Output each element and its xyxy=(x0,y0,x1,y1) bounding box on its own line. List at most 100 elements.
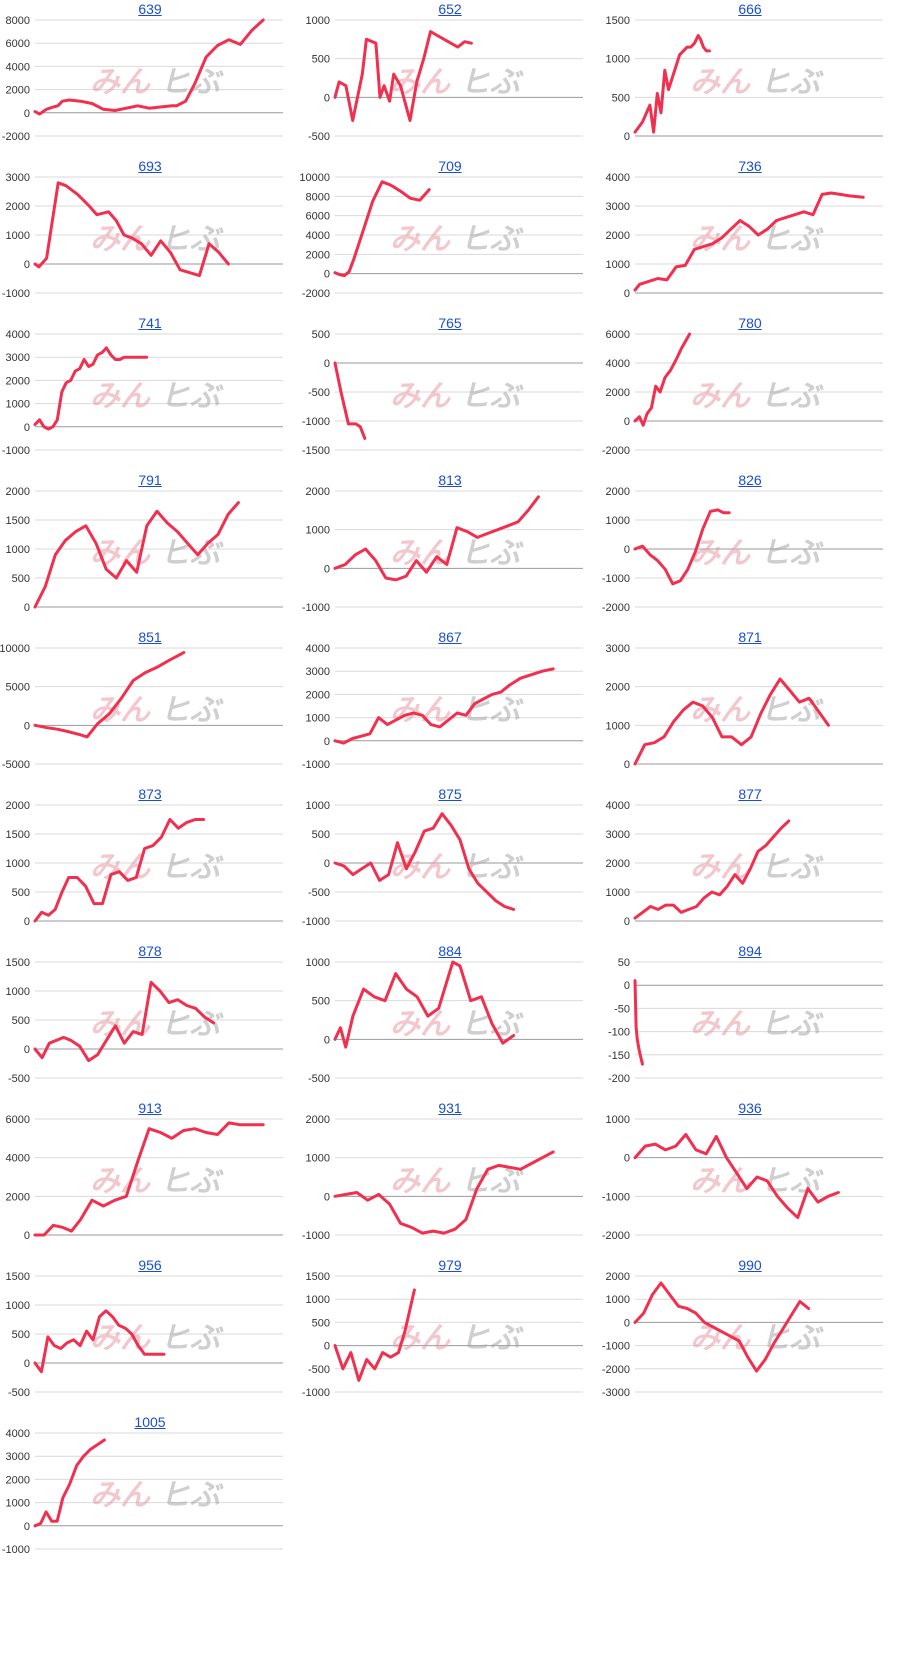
watermark-logo: みん ヒぶ xyxy=(90,65,224,100)
watermark-logo: みん ヒぶ xyxy=(690,379,824,414)
y-tick-label: -1000 xyxy=(302,1387,330,1399)
watermark-logo: みん ヒぶ xyxy=(90,1007,224,1042)
chart-title-link[interactable]: 826 xyxy=(738,472,762,488)
chart-title-link[interactable]: 878 xyxy=(138,943,162,959)
y-tick-label: 4000 xyxy=(606,172,630,184)
y-tick-label: -100 xyxy=(608,1027,630,1039)
chart-title-link[interactable]: 884 xyxy=(438,943,462,959)
chart-title-link[interactable]: 894 xyxy=(738,943,762,959)
y-tick-label: 2000 xyxy=(306,1114,330,1126)
chart-title-link[interactable]: 936 xyxy=(738,1100,762,1116)
y-tick-label: 1500 xyxy=(6,1271,30,1283)
chart-panel-736: 736 4000 3000 2000 1000 0 みん ヒぶ xyxy=(600,157,900,323)
watermark-text: みん xyxy=(90,1478,151,1513)
y-tick-label: 500 xyxy=(612,92,630,104)
y-tick-label: 8000 xyxy=(306,191,330,203)
chart-title-link[interactable]: 913 xyxy=(138,1100,162,1116)
y-tick-label: 3000 xyxy=(606,643,630,655)
chart-title-link[interactable]: 931 xyxy=(438,1100,462,1116)
watermark-text: ヒぶ xyxy=(160,1321,224,1356)
y-tick-label: 8000 xyxy=(6,15,30,27)
y-tick-label: -2000 xyxy=(302,288,330,300)
y-tick-label: 500 xyxy=(312,996,330,1008)
chart-title-link[interactable]: 979 xyxy=(438,1257,462,1273)
watermark-text: ヒぶ xyxy=(160,65,224,100)
series-line xyxy=(33,980,216,1063)
watermark-logo: みん ヒぶ xyxy=(690,65,824,100)
watermark-logo: みん ヒぶ xyxy=(690,1007,824,1042)
series-line xyxy=(633,819,791,920)
chart-title-link[interactable]: 867 xyxy=(438,629,462,645)
chart-panel-936: 936 1000 0 -1000 -2000 みん ヒぶ xyxy=(600,1099,900,1265)
chart-title-link[interactable]: 871 xyxy=(738,629,762,645)
chart-title-link[interactable]: 990 xyxy=(738,1257,762,1273)
watermark-logo: みん ヒぶ xyxy=(390,536,524,571)
watermark-text: ヒぶ xyxy=(160,693,224,728)
y-tick-label: 1500 xyxy=(6,515,30,527)
watermark-text: みん xyxy=(390,379,451,414)
series-line xyxy=(633,191,865,292)
watermark-logo: みん ヒぶ xyxy=(90,850,224,885)
chart-title-link[interactable]: 741 xyxy=(138,315,162,331)
chart-title-link[interactable]: 666 xyxy=(738,1,762,17)
y-tick-label: 2000 xyxy=(606,1271,630,1283)
y-tick-label: -1000 xyxy=(302,416,330,428)
line-chart: 6000 4000 2000 0 みん ヒぶ xyxy=(6,1114,283,1242)
chart-panel-741: 741 4000 3000 2000 1000 0 -1000 みん ヒぶ xyxy=(0,314,300,480)
chart-title-link[interactable]: 780 xyxy=(738,315,762,331)
y-tick-label: 2000 xyxy=(6,375,30,387)
y-tick-label: 3000 xyxy=(606,829,630,841)
y-tick-label: 6000 xyxy=(6,1114,30,1126)
line-chart: 10000 8000 6000 4000 2000 0 -2000 みん ヒぶ xyxy=(299,172,583,300)
watermark-text: ヒぶ xyxy=(160,850,224,885)
chart-title-link[interactable]: 877 xyxy=(738,786,762,802)
chart-title-link[interactable]: 875 xyxy=(438,786,462,802)
y-tick-label: 1000 xyxy=(606,720,630,732)
series-line xyxy=(333,30,473,122)
chart-title-link[interactable]: 652 xyxy=(438,1,462,17)
chart-title-link[interactable]: 873 xyxy=(138,786,162,802)
chart-title-link[interactable]: 956 xyxy=(138,1257,162,1273)
chart-title-link[interactable]: 851 xyxy=(138,629,162,645)
watermark-text: ヒぶ xyxy=(460,379,524,414)
series-line xyxy=(633,1133,840,1220)
y-tick-label: 0 xyxy=(624,1317,630,1329)
watermark-text: ヒぶ xyxy=(760,379,824,414)
watermark-logo: みん ヒぶ xyxy=(90,222,224,257)
chart-title-link[interactable]: 709 xyxy=(438,158,462,174)
y-tick-label: 500 xyxy=(312,1317,330,1329)
chart-title-link[interactable]: 639 xyxy=(138,1,162,17)
chart-title-link[interactable]: 736 xyxy=(738,158,762,174)
watermark-text: ヒぶ xyxy=(760,1164,824,1199)
y-tick-label: -2000 xyxy=(602,1230,630,1242)
series-line xyxy=(333,180,431,278)
y-tick-label: 2000 xyxy=(606,230,630,242)
chart-title-link[interactable]: 791 xyxy=(138,472,162,488)
y-tick-label: -150 xyxy=(608,1050,630,1062)
y-tick-label: 3000 xyxy=(306,666,330,678)
chart-title-link[interactable]: 813 xyxy=(438,472,462,488)
chart-title-link[interactable]: 765 xyxy=(438,315,462,331)
y-tick-label: 0 xyxy=(324,1034,330,1046)
chart-title-link[interactable]: 1005 xyxy=(134,1414,166,1430)
y-tick-label: -1000 xyxy=(2,445,30,457)
y-tick-label: 1000 xyxy=(6,1300,30,1312)
watermark-text: みん xyxy=(390,1007,451,1042)
chart-title-link[interactable]: 693 xyxy=(138,158,162,174)
y-tick-label: -500 xyxy=(308,131,330,143)
y-tick-label: 10000 xyxy=(299,172,330,184)
series-line xyxy=(33,181,230,278)
y-tick-label: 4000 xyxy=(6,61,30,73)
watermark-logo: みん ヒぶ xyxy=(690,222,824,257)
watermark-text: ヒぶ xyxy=(760,850,824,885)
y-tick-label: 4000 xyxy=(6,1428,30,1440)
watermark-text: ヒぶ xyxy=(460,536,524,571)
line-chart: 1000 500 0 -500 -1000 みん ヒぶ xyxy=(302,800,583,928)
y-tick-label: -1000 xyxy=(2,288,30,300)
y-tick-label: 1500 xyxy=(606,15,630,27)
y-tick-label: 0 xyxy=(24,720,30,732)
y-tick-label: 0 xyxy=(24,259,30,271)
chart-panel-873: 873 2000 1500 1000 500 0 みん ヒぶ xyxy=(0,785,300,951)
watermark-text: ヒぶ xyxy=(760,65,824,100)
y-tick-label: 1000 xyxy=(606,1294,630,1306)
